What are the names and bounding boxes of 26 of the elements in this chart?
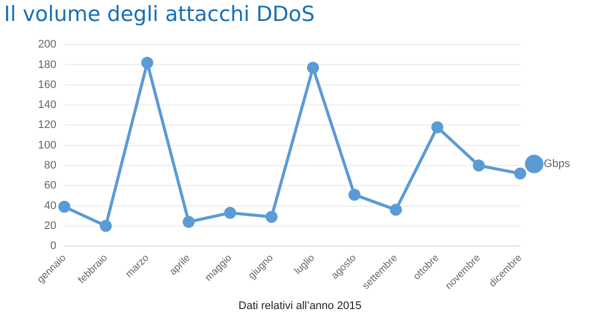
point <box>472 159 485 172</box>
y-tick-label: 20 <box>44 220 56 232</box>
y-tick-label: 160 <box>38 78 56 91</box>
point <box>307 62 319 74</box>
point <box>58 200 70 213</box>
legend-label: Gbps <box>544 158 570 170</box>
text: Dati relativi all’anno 2015 <box>238 300 362 312</box>
point <box>100 220 112 232</box>
point <box>514 168 526 180</box>
point <box>182 216 195 228</box>
y-tick-label: 180 <box>38 58 56 71</box>
y-tick-label: 80 <box>44 160 56 172</box>
chart-title: Il volume degli attacchi DDoS <box>4 2 315 26</box>
y-tick-label: 0 <box>50 240 56 252</box>
point <box>224 206 236 219</box>
point <box>266 210 278 223</box>
point <box>348 188 360 201</box>
y-tick-label: 200 <box>38 38 56 51</box>
point <box>431 121 444 134</box>
y-tick-label: 120 <box>38 119 56 132</box>
y-tick-label: 40 <box>44 200 56 212</box>
point <box>390 204 402 216</box>
y-tick-label: 140 <box>38 99 56 112</box>
y-tick-label: 100 <box>38 139 56 152</box>
y-tick-label: 60 <box>44 180 56 192</box>
point <box>141 56 154 69</box>
